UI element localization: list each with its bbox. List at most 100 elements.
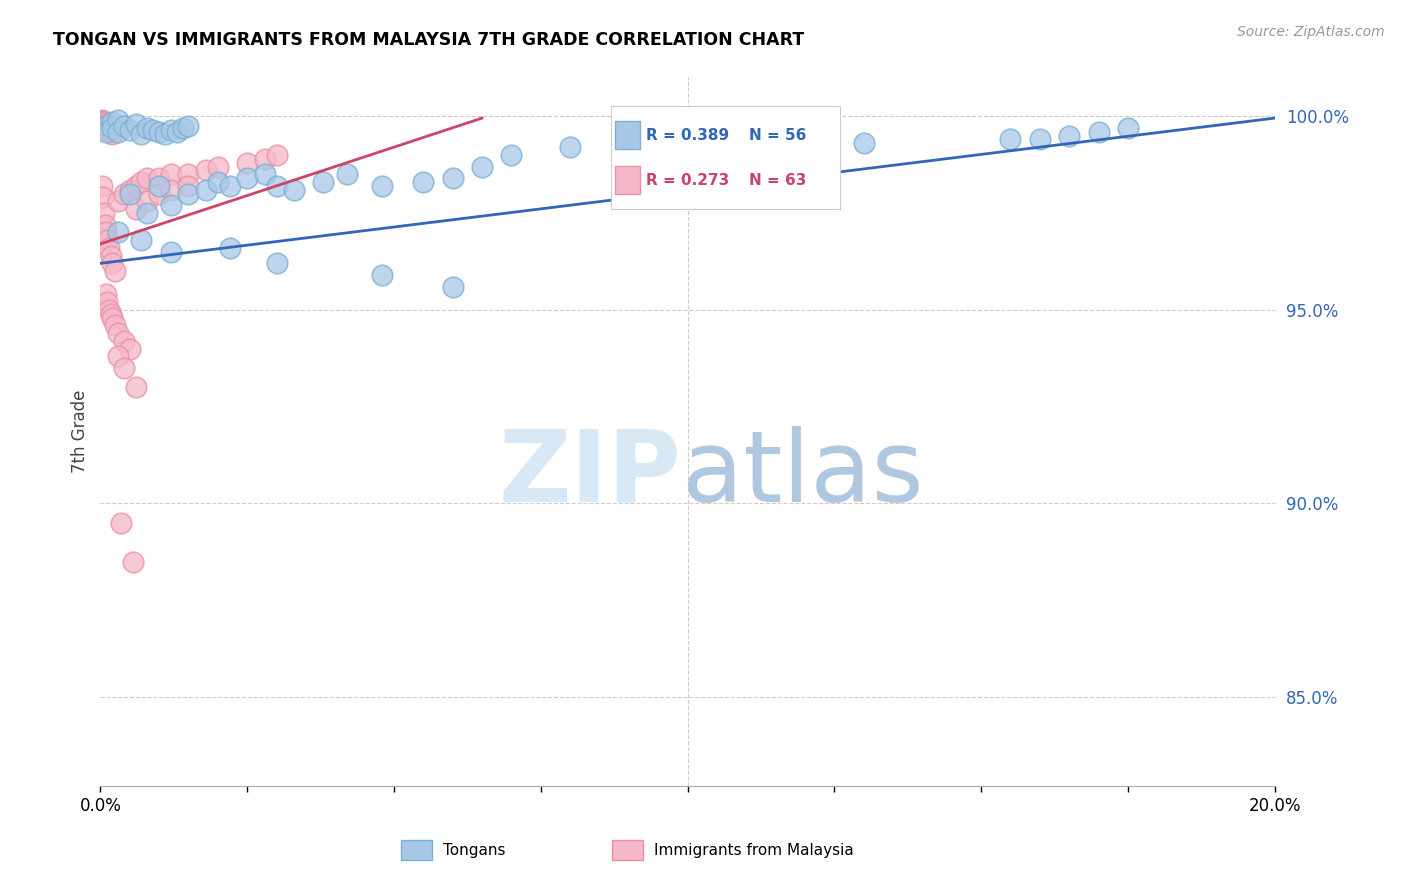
- Point: [101, 127, 124, 141]
- Point: [94, 218, 117, 232]
- Point: [266, 256, 288, 270]
- Point: [91, 115, 114, 129]
- Point: [166, 125, 188, 139]
- Point: [96, 119, 118, 133]
- Point: [794, 160, 817, 174]
- Point: [91, 115, 114, 129]
- Point: [617, 160, 640, 174]
- Point: [172, 120, 194, 135]
- Point: [107, 125, 129, 139]
- Point: [1087, 125, 1109, 139]
- Point: [136, 194, 159, 209]
- Point: [312, 175, 335, 189]
- Point: [94, 120, 117, 134]
- Point: [91, 113, 114, 128]
- Point: [107, 194, 129, 209]
- Point: [148, 186, 170, 201]
- Point: [236, 155, 259, 169]
- Point: [124, 380, 146, 394]
- Point: [441, 171, 464, 186]
- Point: [177, 178, 200, 193]
- Point: [148, 178, 170, 193]
- Text: ZIP: ZIP: [499, 425, 682, 523]
- Point: [104, 318, 127, 333]
- Point: [266, 178, 288, 193]
- Point: [90, 178, 112, 193]
- Point: [207, 175, 229, 189]
- Point: [107, 113, 129, 128]
- Point: [100, 249, 122, 263]
- Point: [207, 160, 229, 174]
- Point: [218, 241, 240, 255]
- Text: Source: ZipAtlas.com: Source: ZipAtlas.com: [1237, 25, 1385, 39]
- Point: [159, 167, 181, 181]
- Point: [91, 117, 114, 131]
- Point: [93, 206, 115, 220]
- Point: [131, 233, 153, 247]
- Point: [131, 127, 153, 141]
- Point: [148, 125, 170, 139]
- Point: [98, 302, 121, 317]
- Point: [91, 190, 114, 204]
- Point: [735, 144, 758, 158]
- Point: [121, 555, 143, 569]
- Point: [131, 175, 153, 189]
- Point: [96, 121, 118, 136]
- Point: [236, 171, 259, 186]
- Point: [93, 119, 115, 133]
- Point: [118, 186, 141, 201]
- Point: [96, 295, 118, 310]
- Point: [96, 125, 118, 139]
- Point: [90, 113, 112, 128]
- Point: [412, 175, 434, 189]
- Point: [97, 123, 120, 137]
- Point: [93, 118, 115, 132]
- Point: [336, 167, 359, 181]
- Point: [148, 171, 170, 186]
- Point: [159, 122, 181, 136]
- Point: [104, 264, 127, 278]
- Point: [253, 167, 276, 181]
- Point: [371, 268, 394, 282]
- Point: [96, 120, 118, 134]
- Text: Immigrants from Malaysia: Immigrants from Malaysia: [654, 843, 853, 857]
- Point: [91, 117, 114, 131]
- Point: [253, 152, 276, 166]
- Point: [94, 119, 117, 133]
- Text: atlas: atlas: [682, 425, 924, 523]
- Text: TONGAN VS IMMIGRANTS FROM MALAYSIA 7TH GRADE CORRELATION CHART: TONGAN VS IMMIGRANTS FROM MALAYSIA 7TH G…: [53, 31, 804, 49]
- Point: [101, 310, 124, 325]
- Point: [118, 122, 141, 136]
- Point: [159, 198, 181, 212]
- Point: [118, 183, 141, 197]
- Point: [124, 202, 146, 216]
- Point: [501, 148, 523, 162]
- Point: [177, 119, 200, 133]
- Point: [1116, 120, 1139, 135]
- Point: [159, 244, 181, 259]
- Point: [96, 287, 118, 301]
- Point: [101, 115, 124, 129]
- Point: [98, 241, 121, 255]
- Point: [97, 121, 120, 136]
- Point: [1029, 132, 1052, 146]
- Point: [266, 148, 288, 162]
- Point: [195, 163, 218, 178]
- Y-axis label: 7th Grade: 7th Grade: [72, 390, 89, 474]
- Point: [159, 183, 181, 197]
- Point: [136, 206, 159, 220]
- Point: [98, 125, 121, 139]
- Point: [110, 516, 132, 530]
- Point: [676, 152, 699, 166]
- Point: [96, 225, 118, 239]
- Point: [112, 119, 135, 133]
- Point: [218, 178, 240, 193]
- Point: [101, 256, 124, 270]
- Point: [177, 186, 200, 201]
- Point: [142, 122, 165, 136]
- Point: [96, 122, 118, 136]
- Point: [100, 125, 122, 139]
- Point: [441, 279, 464, 293]
- Point: [107, 349, 129, 363]
- Point: [112, 360, 135, 375]
